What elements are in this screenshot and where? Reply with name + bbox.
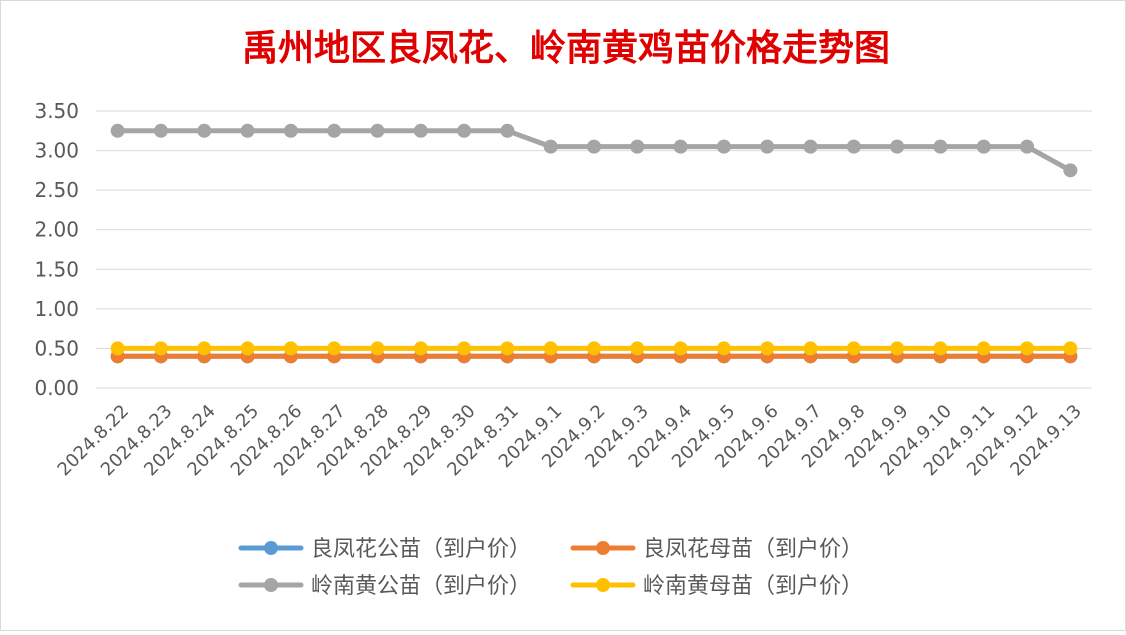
data-point xyxy=(673,139,688,154)
legend-label: 良凤花母苗（到户价） xyxy=(643,537,863,562)
data-point xyxy=(673,341,688,356)
legend-item[interactable]: 良凤花公苗（到户价） xyxy=(238,537,531,562)
data-point xyxy=(370,341,385,356)
data-point xyxy=(543,139,558,154)
data-point xyxy=(890,341,905,356)
data-point xyxy=(197,341,212,356)
data-point xyxy=(630,341,645,356)
data-point xyxy=(933,139,948,154)
data-point xyxy=(1020,139,1035,154)
data-point xyxy=(846,139,861,154)
data-point xyxy=(933,341,948,356)
legend-label: 岭南黄母苗（到户价） xyxy=(643,574,863,599)
data-point xyxy=(803,139,818,154)
data-point xyxy=(153,123,168,138)
data-point xyxy=(1063,341,1078,356)
data-point xyxy=(890,139,905,154)
y-tick-label: 2.50 xyxy=(34,178,79,202)
data-point xyxy=(803,341,818,356)
series-layer xyxy=(110,123,1078,364)
legend-marker xyxy=(596,578,610,592)
data-point xyxy=(716,139,731,154)
series-3 xyxy=(110,123,1078,178)
legend-marker xyxy=(264,578,278,592)
data-point xyxy=(110,341,125,356)
data-point xyxy=(110,123,125,138)
y-tick-label: 3.00 xyxy=(34,139,79,163)
data-point xyxy=(457,341,472,356)
data-point xyxy=(283,123,298,138)
data-point xyxy=(630,139,645,154)
series-4 xyxy=(110,341,1078,356)
data-point xyxy=(240,341,255,356)
y-tick-label: 1.00 xyxy=(34,297,79,321)
legend-label: 岭南黄公苗（到户价） xyxy=(311,574,531,599)
data-point xyxy=(500,341,515,356)
y-tick-label: 2.00 xyxy=(34,218,79,242)
data-point xyxy=(283,341,298,356)
legend-marker xyxy=(596,541,610,555)
data-point xyxy=(543,341,558,356)
data-point xyxy=(153,341,168,356)
data-point xyxy=(976,341,991,356)
data-point xyxy=(413,123,428,138)
data-point xyxy=(413,341,428,356)
legend-item[interactable]: 岭南黄公苗（到户价） xyxy=(238,574,531,599)
data-point xyxy=(370,123,385,138)
legend-label: 良凤花公苗（到户价） xyxy=(311,537,531,562)
data-point xyxy=(1063,163,1078,178)
data-point xyxy=(976,139,991,154)
data-point xyxy=(457,123,472,138)
data-point xyxy=(846,341,861,356)
data-point xyxy=(1020,341,1035,356)
data-point xyxy=(587,139,601,154)
data-point xyxy=(587,341,601,356)
data-point xyxy=(760,139,775,154)
legend-item[interactable]: 岭南黄母苗（到户价） xyxy=(570,574,863,599)
legend-item[interactable]: 良凤花母苗（到户价） xyxy=(570,537,863,562)
legend[interactable]: 良凤花公苗（到户价） 良凤花母苗（到户价） 岭南黄公苗（到户价） 岭南黄母苗（到户价） xyxy=(238,537,863,599)
data-point xyxy=(760,341,775,356)
data-point xyxy=(327,341,342,356)
y-tick-label: 0.50 xyxy=(34,336,79,360)
y-axis-tick-labels: 0.00 0.50 1.00 1.50 2.00 2.50 3.00 3.50 xyxy=(34,99,79,400)
data-point xyxy=(240,123,255,138)
data-point xyxy=(500,123,515,138)
data-point xyxy=(716,341,731,356)
chart-title: 禹州地区良凤花、岭南黄鸡苗价格走势图 xyxy=(242,28,890,69)
data-point xyxy=(197,123,212,138)
y-tick-label: 0.00 xyxy=(34,376,79,400)
y-tick-label: 3.50 xyxy=(34,99,79,123)
data-point xyxy=(327,123,342,138)
y-tick-label: 1.50 xyxy=(34,257,79,281)
legend-marker xyxy=(264,541,278,555)
